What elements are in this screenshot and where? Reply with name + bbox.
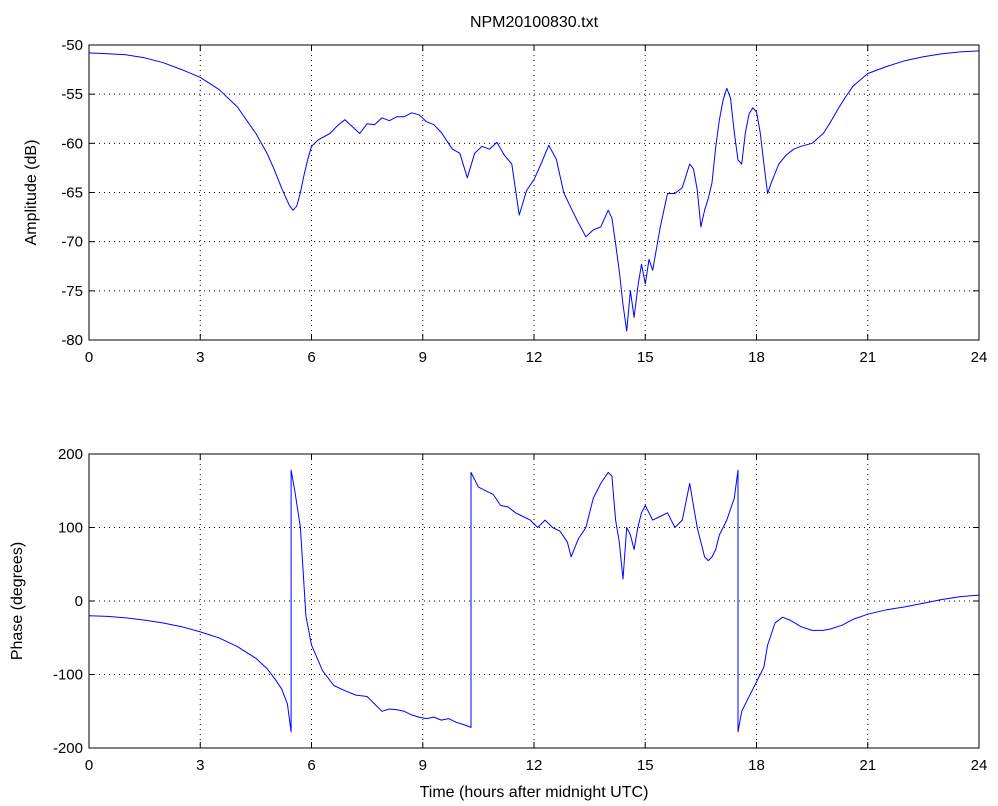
amplitude-x-tick-label: 24 bbox=[971, 349, 988, 366]
amplitude-y-tick-label: -65 bbox=[61, 185, 83, 202]
phase-x-axis-label: Time (hours after midnight UTC) bbox=[420, 784, 649, 801]
phase-y-tick-label: 200 bbox=[58, 446, 83, 463]
phase-trace bbox=[88, 469, 980, 733]
phase-axes-frame bbox=[88, 453, 980, 749]
phase-y-tick-label: 100 bbox=[58, 520, 83, 537]
amplitude-y-tick-label: -80 bbox=[61, 332, 83, 349]
amplitude-trace bbox=[88, 50, 980, 332]
amplitude-x-tick-label: 3 bbox=[196, 349, 204, 366]
phase-x-tick-label: 9 bbox=[419, 757, 427, 774]
amplitude-y-tick-label: -70 bbox=[61, 234, 83, 251]
amplitude-x-tick-label: 6 bbox=[307, 349, 315, 366]
amplitude-y-tick-label: -75 bbox=[61, 283, 83, 300]
amplitude-x-tick-label: 18 bbox=[748, 349, 765, 366]
phase-y-tick-label: -100 bbox=[53, 667, 83, 684]
amplitude-y-tick-label: -50 bbox=[61, 37, 83, 54]
amplitude-panel: 0 3 6 9 12 15 18 21 24 -80 -75 -70 -65 -60 -55 -50 Ampli… bbox=[23, 37, 987, 366]
phase-x-tick-label: 15 bbox=[637, 757, 654, 774]
phase-x-tick-label: 24 bbox=[971, 757, 988, 774]
phase-x-tick-label: 12 bbox=[526, 757, 543, 774]
amplitude-x-tick-label: 12 bbox=[526, 349, 543, 366]
phase-x-tick-label: 0 bbox=[85, 757, 93, 774]
phase-y-tick-label: -200 bbox=[53, 740, 83, 757]
amplitude-x-tick-label: 0 bbox=[85, 349, 93, 366]
phase-x-tick-label: 3 bbox=[196, 757, 204, 774]
amplitude-axes-frame bbox=[88, 44, 980, 341]
amplitude-y-axis-label: Amplitude (dB) bbox=[23, 140, 40, 246]
amplitude-x-tick-label: 9 bbox=[419, 349, 427, 366]
amplitude-y-tick-label: -60 bbox=[61, 135, 83, 152]
phase-x-tick-label: 18 bbox=[748, 757, 765, 774]
phase-x-tick-label: 6 bbox=[307, 757, 315, 774]
chart-title: NPM20100830.txt bbox=[470, 14, 599, 31]
phase-x-tick-label: 21 bbox=[859, 757, 876, 774]
amplitude-y-tick-label: -55 bbox=[61, 86, 83, 103]
amplitude-x-tick-label: 15 bbox=[637, 349, 654, 366]
phase-y-tick-label: 0 bbox=[75, 593, 83, 610]
phase-panel: 0 3 6 9 12 15 18 21 24 -200 -100 0 100 200 Phase (degr… bbox=[9, 446, 987, 801]
amplitude-x-tick-label: 21 bbox=[859, 349, 876, 366]
phase-y-axis-label: Phase (degrees) bbox=[9, 542, 26, 660]
